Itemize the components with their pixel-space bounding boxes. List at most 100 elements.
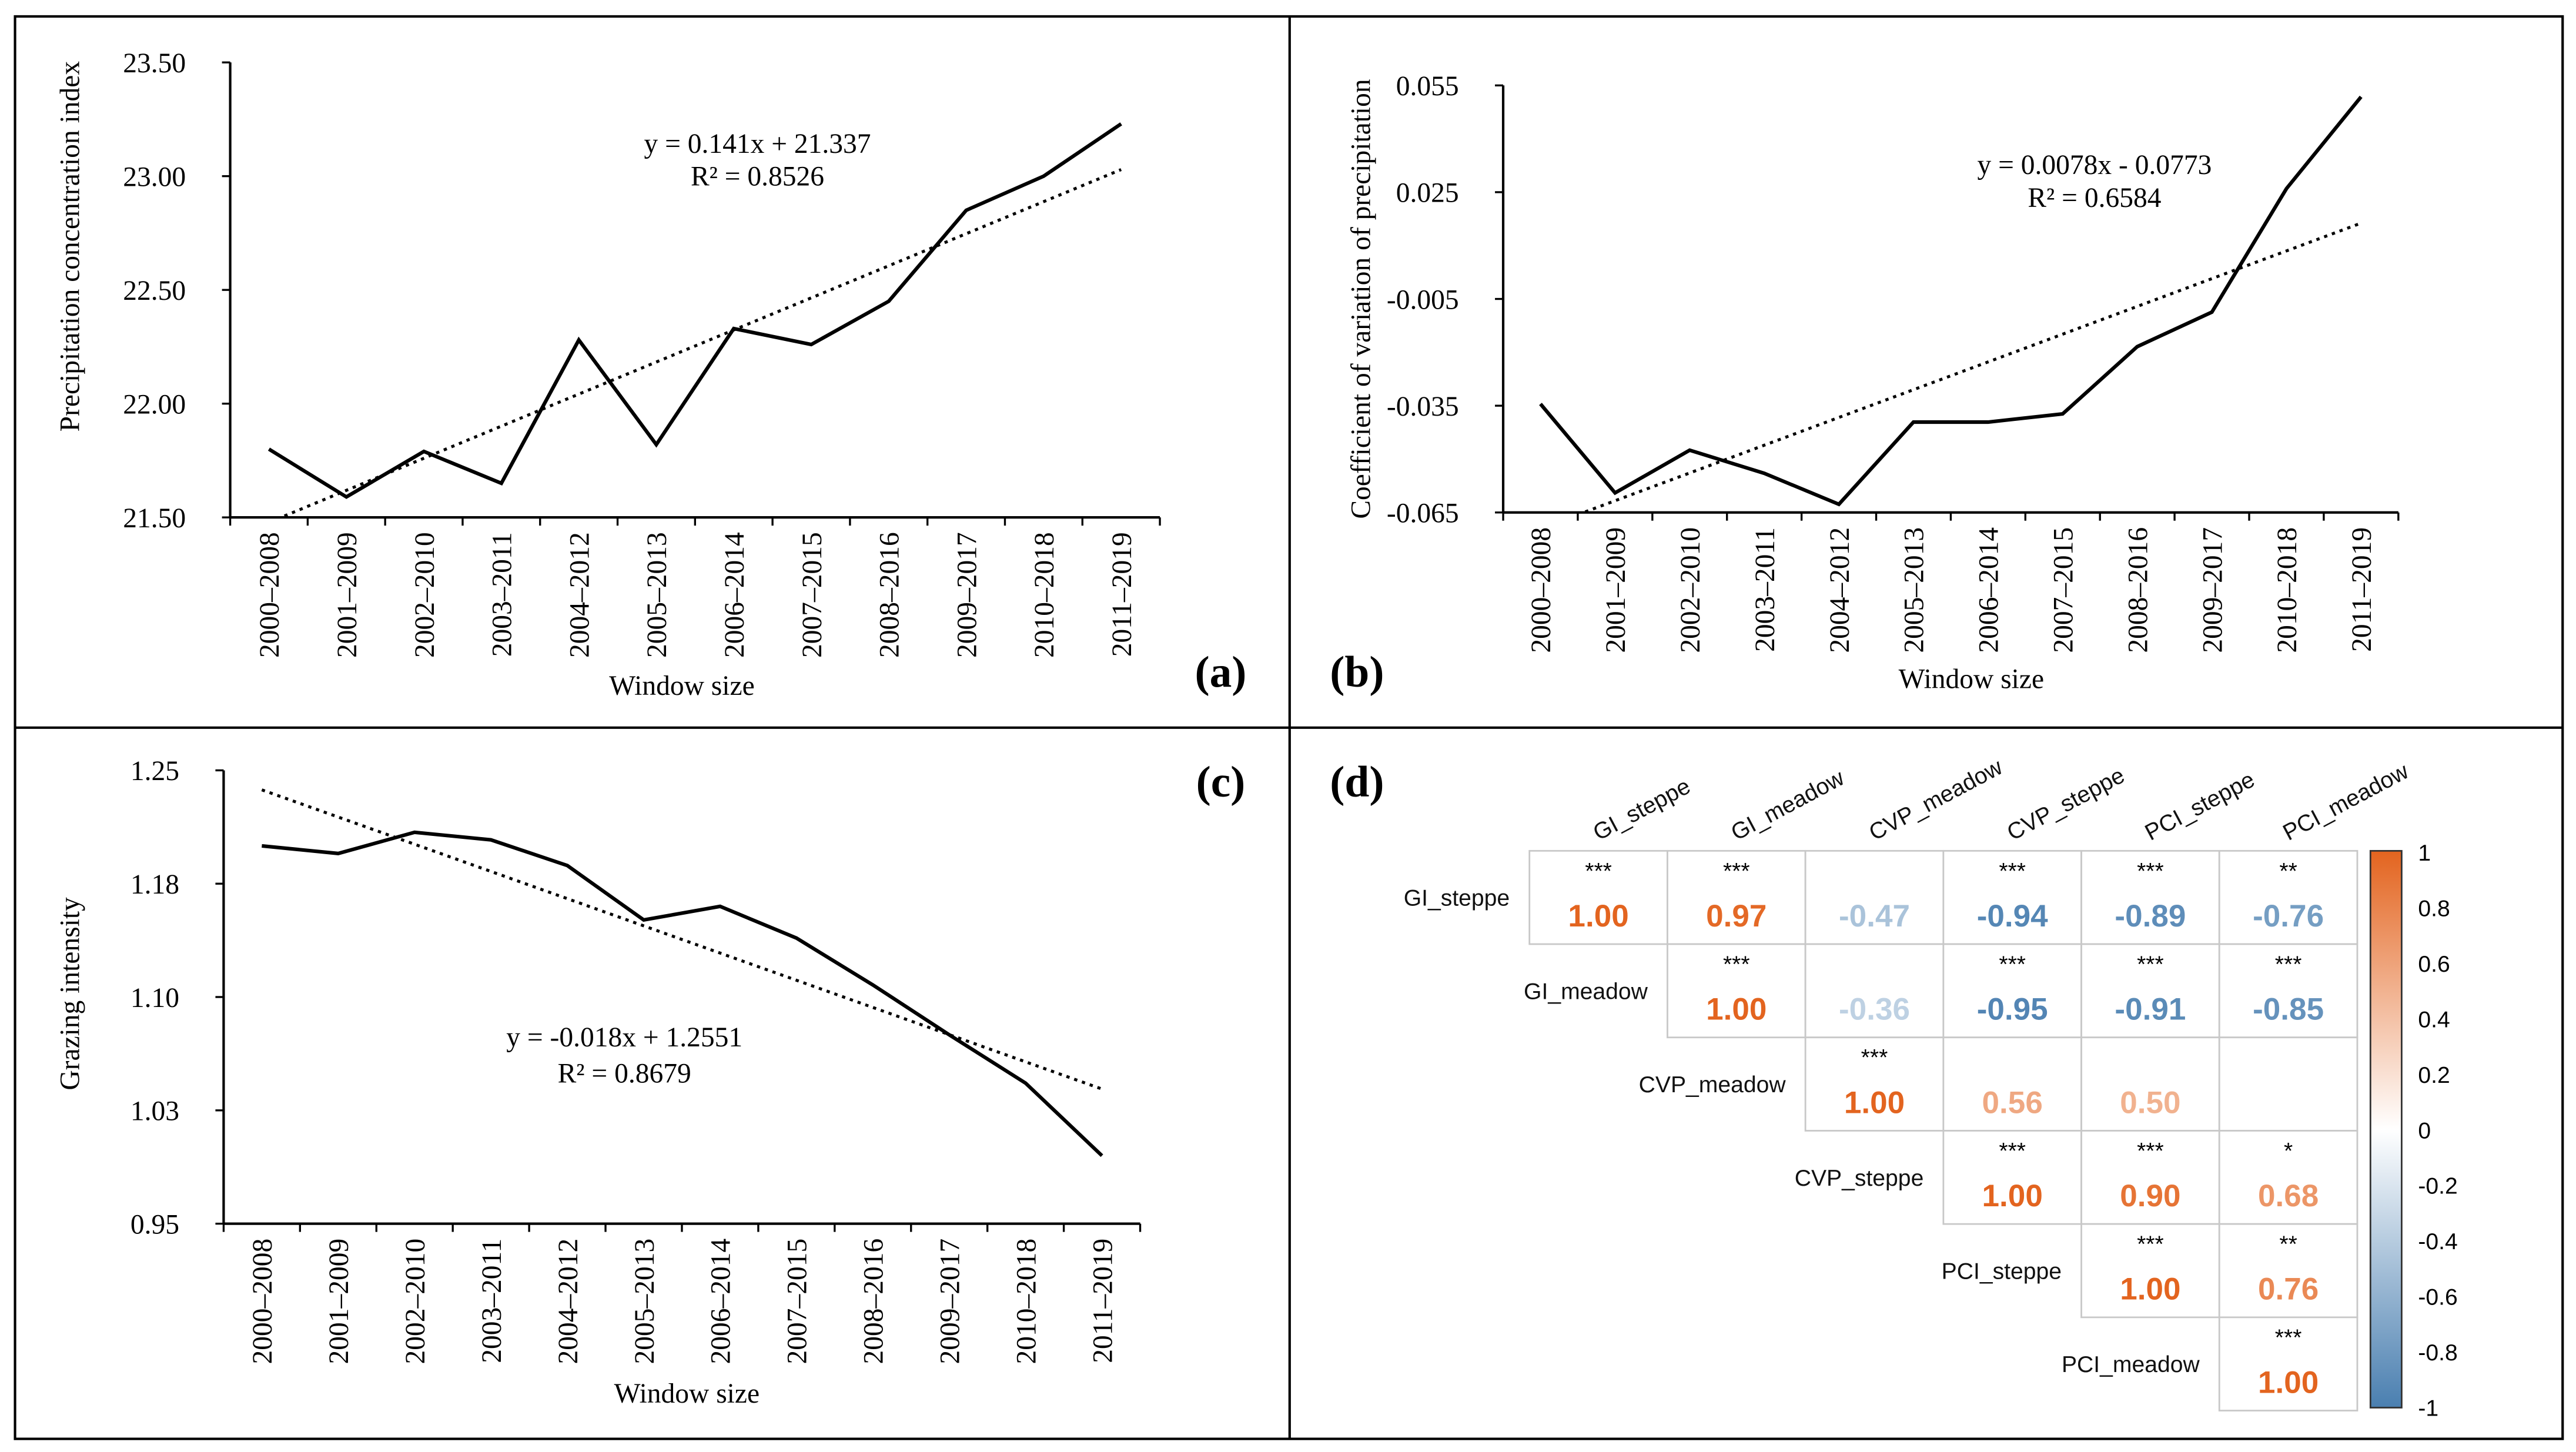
cell-value: -0.95 <box>1977 992 2048 1027</box>
column-label: CVP_meadow <box>1865 754 2008 846</box>
cell-value: 1.00 <box>2120 1272 2180 1307</box>
data-line <box>262 830 1103 1157</box>
x-tick-label: 2010–2018 <box>1029 532 1060 658</box>
y-axis-title: Precipitation concentration index <box>55 61 86 432</box>
x-tick-label: 2011–2019 <box>1088 1239 1118 1363</box>
colorbar-tick-label: 0.6 <box>2418 952 2450 977</box>
colorbar-tick-label: -0.6 <box>2418 1285 2457 1310</box>
x-tick-label: 2000–2008 <box>255 532 285 658</box>
x-tick-label: 2000–2008 <box>1526 527 1557 653</box>
cell-value: -0.85 <box>2253 992 2324 1027</box>
column-label: PCI_steppe <box>2141 767 2259 846</box>
x-tick-label: 2003–2011 <box>487 532 518 657</box>
x-tick-label: 2002–2010 <box>1675 527 1706 653</box>
cell-value: 1.00 <box>1706 992 1767 1027</box>
significance-stars: *** <box>1585 859 1612 884</box>
trendline <box>283 168 1122 518</box>
x-tick-label: 2008–2016 <box>2123 527 2153 653</box>
significance-stars: *** <box>2137 1139 2164 1164</box>
significance-stars: *** <box>2137 952 2164 978</box>
y-tick-label: 1.10 <box>131 983 179 1013</box>
trendline <box>261 788 1103 1090</box>
trend-r2: R² = 0.8526 <box>691 162 824 192</box>
data-line <box>267 122 1122 499</box>
cell-value: 1.00 <box>1568 899 1628 934</box>
panel-label: (a) <box>1195 648 1246 697</box>
significance-stars: *** <box>2137 1232 2164 1257</box>
data-line <box>1539 95 2363 507</box>
x-tick-label: 2011–2019 <box>2347 527 2377 652</box>
x-axis-title: Window size <box>609 671 754 701</box>
heatmap-cell <box>1942 1036 2082 1132</box>
y-tick-label: 21.50 <box>123 503 186 534</box>
y-tick-label: 23.00 <box>123 162 186 192</box>
panel-d: (d) GI_steppe GI_steppe GI_meadow GI_meadow… <box>1330 754 2458 1421</box>
x-tick-label: 2009–2017 <box>952 532 982 658</box>
row-label: CVP_meadow <box>1639 1072 1787 1098</box>
x-tick-label: 2009–2017 <box>2197 527 2228 653</box>
row-label: PCI_meadow <box>2062 1352 2200 1377</box>
y-tick-label: -0.005 <box>1387 285 1459 315</box>
significance-stars: *** <box>1861 1045 1888 1070</box>
x-tick-label: 2005–2013 <box>1899 527 1930 653</box>
y-tick-label: 22.50 <box>123 276 186 306</box>
cell-value: 0.50 <box>2120 1085 2180 1120</box>
x-tick-label: 2001–2009 <box>1601 527 1631 653</box>
x-tick-label: 2007–2015 <box>2049 527 2079 653</box>
panel-a: Precipitation concentration index Window… <box>55 48 1247 701</box>
x-tick-label: 2004–2012 <box>564 532 595 658</box>
cell-value: 0.90 <box>2120 1179 2180 1213</box>
trend-equation: y = -0.018x + 1.2551 <box>506 1022 742 1053</box>
cell-value: 1.00 <box>2258 1365 2319 1400</box>
colorbar-tick-label: 0.2 <box>2418 1063 2450 1088</box>
row-label: GI_meadow <box>1524 979 1648 1004</box>
heatmap-cell <box>1667 849 1806 945</box>
x-tick-label: 2006–2014 <box>1974 527 2005 653</box>
heatmap-cell <box>2080 943 2220 1039</box>
heatmap-cell <box>2218 849 2358 945</box>
significance-stars: *** <box>1999 1139 2026 1164</box>
colorbar-tick-label: 0 <box>2418 1118 2431 1143</box>
x-tick-label: 2002–2010 <box>400 1239 431 1364</box>
x-tick-label: 2000–2008 <box>247 1239 278 1364</box>
x-tick-label: 2010–2018 <box>2272 527 2303 653</box>
y-axis-title: Grazing intensity <box>55 897 86 1090</box>
y-axis-title: Coefficient of variation of precipitatio… <box>1346 79 1377 519</box>
significance-stars: *** <box>2275 1325 2302 1350</box>
panel-c: Grazing intensity Window size y = -0.018… <box>55 756 1246 1409</box>
column-label: CVP_steppe <box>2003 762 2129 845</box>
cell-value: -0.94 <box>1977 899 2048 934</box>
panel-label: (d) <box>1330 758 1384 807</box>
column-label: GI_steppe <box>1589 774 1695 846</box>
heatmap-cell <box>2218 1036 2358 1132</box>
cell-value: 0.97 <box>1706 899 1767 934</box>
heatmap-cell <box>2080 1130 2220 1225</box>
heatmap-cell <box>1804 943 1945 1039</box>
x-tick-label: 2008–2016 <box>875 532 905 658</box>
trend-equation: y = 0.141x + 21.337 <box>644 129 871 159</box>
panel-label: (c) <box>1196 758 1246 807</box>
x-tick-label: 2006–2014 <box>720 532 750 658</box>
significance-stars: *** <box>2137 859 2164 884</box>
colorbar-tick-label: 1 <box>2418 841 2431 866</box>
trend-r2: R² = 0.8679 <box>558 1058 691 1089</box>
cell-value: 0.68 <box>2258 1179 2319 1213</box>
y-tick-label: 0.025 <box>1396 178 1459 209</box>
colorbar-tick-label: -1 <box>2418 1396 2438 1421</box>
y-tick-label: 22.00 <box>123 389 186 420</box>
cell-value: 1.00 <box>1844 1085 1905 1120</box>
cell-value: -0.47 <box>1839 899 1910 934</box>
y-tick-label: 1.18 <box>131 869 179 900</box>
x-tick-label: 2006–2014 <box>706 1239 737 1364</box>
x-tick-label: 2001–2009 <box>324 1239 354 1364</box>
heatmap-cell <box>2080 1036 2220 1132</box>
x-tick-label: 2002–2010 <box>410 532 440 658</box>
cell-value: 0.56 <box>1982 1085 2043 1120</box>
column-label: GI_meadow <box>1727 765 1849 845</box>
trendline <box>1584 222 2362 514</box>
x-tick-label: 2009–2017 <box>935 1239 965 1364</box>
x-tick-label: 2010–2018 <box>1011 1239 1042 1364</box>
colorbar <box>2369 849 2403 1408</box>
significance-stars: *** <box>1723 859 1750 884</box>
row-label: GI_steppe <box>1404 886 1510 911</box>
